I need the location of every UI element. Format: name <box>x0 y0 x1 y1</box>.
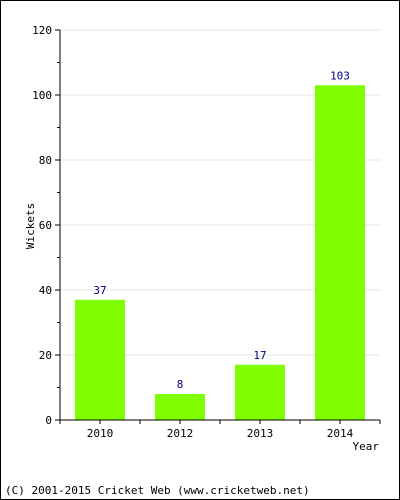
y-tick-label: 40 <box>39 284 52 297</box>
x-tick-label: 2013 <box>247 427 274 440</box>
bar <box>235 364 285 420</box>
value-label: 103 <box>330 69 350 82</box>
x-tick-label: 2010 <box>87 427 114 440</box>
bar <box>155 394 205 420</box>
value-label: 17 <box>253 349 266 362</box>
value-labels: 37 8 17 103 <box>93 69 350 391</box>
y-tick-label: 80 <box>39 154 52 167</box>
y-tick-label: 20 <box>39 349 52 362</box>
y-tick-label: 120 <box>32 24 52 37</box>
x-ticks: 2010 2012 2013 2014 <box>59 420 381 440</box>
bar <box>315 85 365 420</box>
y-tick-label: 100 <box>32 89 52 102</box>
y-axis-label: Wickets <box>24 203 37 249</box>
y-tick-label: 60 <box>39 219 52 232</box>
footer-copyright: (C) 2001-2015 Cricket Web (www.cricketwe… <box>5 484 310 497</box>
y-tick-label: 0 <box>45 414 52 427</box>
bars <box>75 85 365 420</box>
bar <box>75 299 125 420</box>
value-label: 8 <box>177 378 184 391</box>
x-tick-label: 2014 <box>327 427 354 440</box>
x-axis-label: Year <box>353 440 380 453</box>
x-tick-label: 2012 <box>167 427 194 440</box>
y-ticks: 0 20 40 60 80 100 120 <box>32 24 60 427</box>
value-label: 37 <box>93 284 106 297</box>
